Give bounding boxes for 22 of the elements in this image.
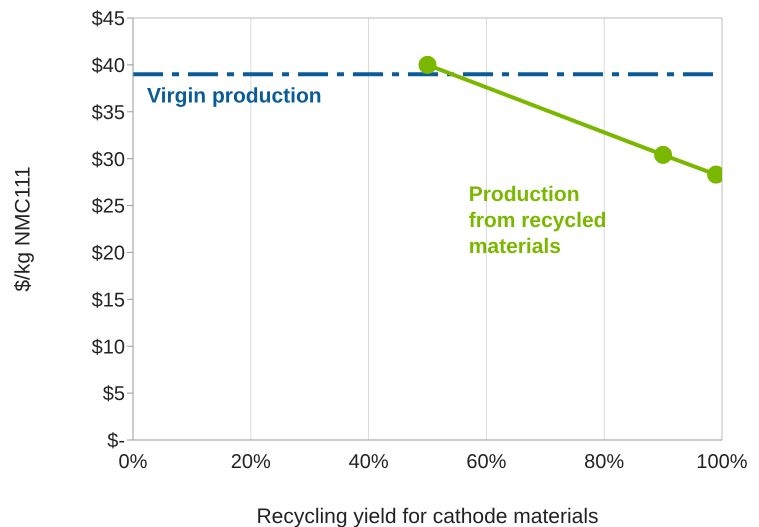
x-tick-label: 80% bbox=[584, 451, 624, 474]
y-tick-label: $15 bbox=[92, 289, 125, 312]
y-tick-label: $40 bbox=[92, 54, 125, 77]
x-tick-label: 100% bbox=[696, 451, 748, 474]
y-tick-label: $5 bbox=[102, 383, 125, 406]
y-tick-label: $20 bbox=[92, 242, 125, 265]
x-axis-title: Recycling yield for cathode materials bbox=[256, 505, 598, 527]
text: Production from recycled materials bbox=[468, 182, 606, 260]
point bbox=[418, 56, 436, 74]
y-tick-label: $35 bbox=[92, 102, 125, 124]
y-tick-label: $- bbox=[107, 430, 125, 452]
x-tick-label: 60% bbox=[466, 451, 507, 474]
y-tick-label: $45 bbox=[92, 8, 125, 30]
y-tick-label: $10 bbox=[92, 336, 125, 358]
ref-line-label: Virgin production bbox=[147, 84, 322, 108]
x-tick-label: 0% bbox=[118, 451, 148, 474]
y-axis-title: $/kg NMC111 bbox=[11, 166, 34, 292]
y-tick-label: $25 bbox=[92, 196, 125, 218]
y-tick-label: $30 bbox=[92, 148, 125, 171]
point bbox=[654, 146, 672, 164]
x-tick-label: 40% bbox=[348, 451, 389, 474]
x-tick-label: 20% bbox=[230, 451, 272, 474]
